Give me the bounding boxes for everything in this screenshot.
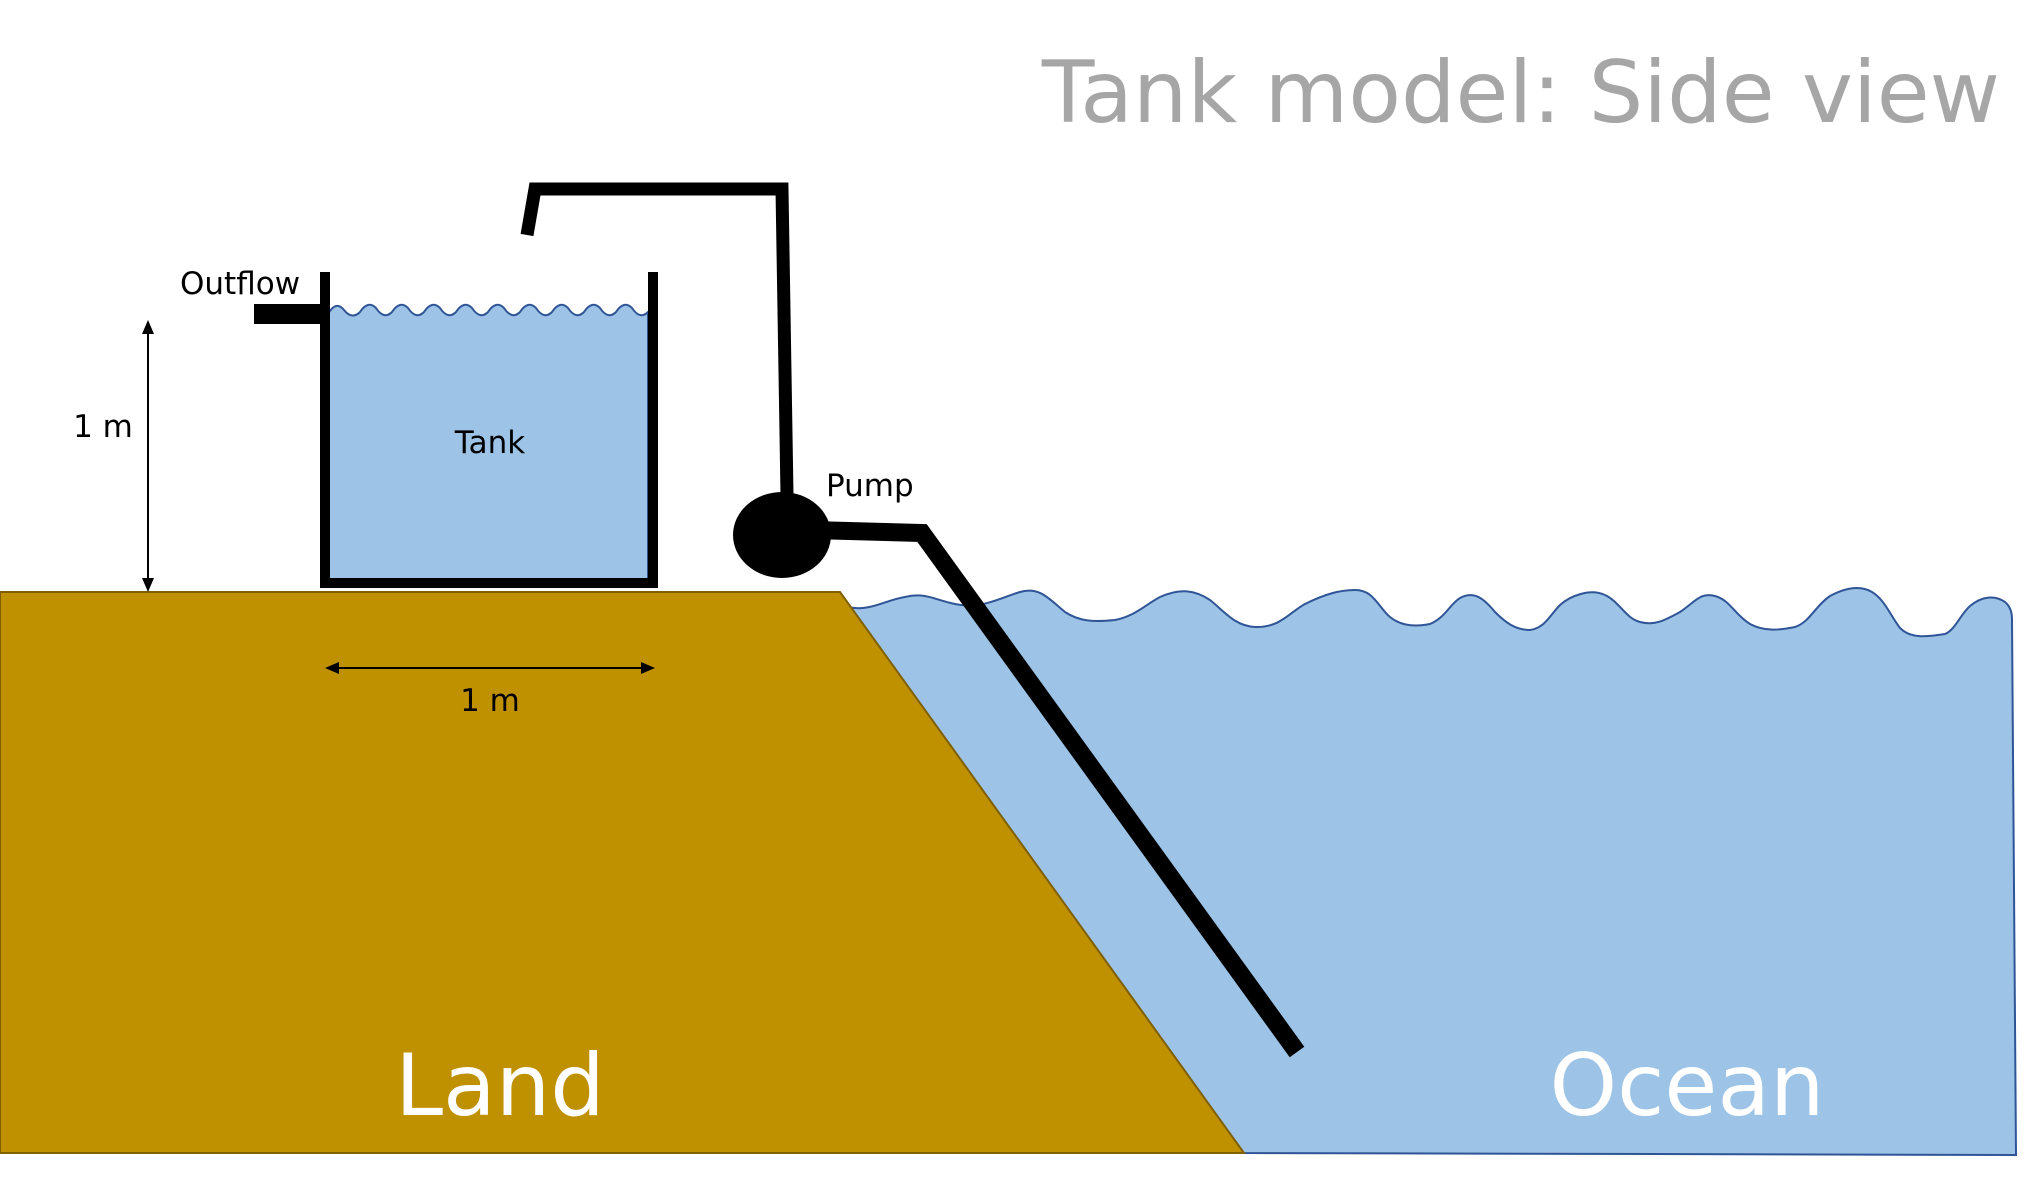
diagram-title: Tank model: Side view <box>1041 43 2000 143</box>
tank-wall <box>320 272 658 588</box>
height-dimension-arrow <box>142 320 154 592</box>
land-label: Land <box>395 1036 605 1136</box>
width-dimension-arrow <box>325 662 655 674</box>
pump-label: Pump <box>826 468 914 504</box>
tank-water <box>327 303 649 581</box>
tank-label: Tank <box>454 425 525 461</box>
height-dimension-label: 1 m <box>73 409 133 445</box>
intake-pipe <box>811 521 1305 1058</box>
ocean-label: Ocean <box>1549 1036 1824 1136</box>
inlet-pipe <box>520 182 794 496</box>
pump-icon <box>733 492 831 578</box>
land-region <box>0 591 1246 1154</box>
width-dimension-label: 1 m <box>460 683 520 719</box>
outflow-label: Outflow <box>180 266 300 302</box>
